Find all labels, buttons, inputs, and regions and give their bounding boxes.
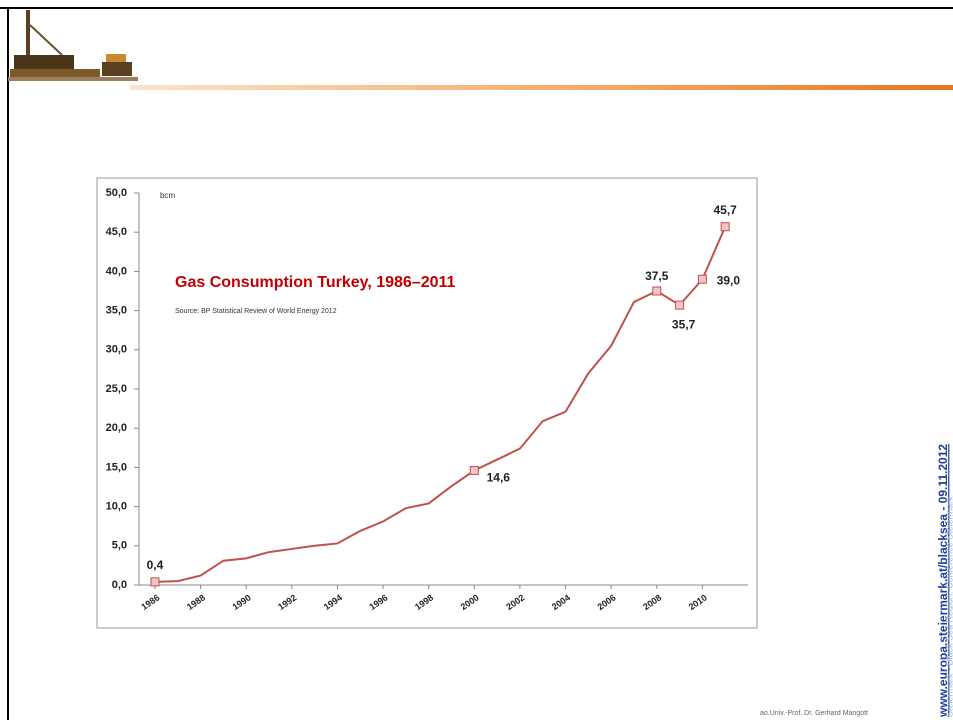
y-tick-label: 10,0 [106, 501, 127, 513]
header-bar [130, 85, 953, 90]
side-link[interactable]: www.europa.steiermark.at/blacksea - 09.1… [936, 444, 950, 718]
y-tick-label: 40,0 [106, 265, 127, 277]
y-tick-label: 35,0 [106, 305, 127, 317]
y-tick-label: 0,0 [112, 579, 127, 591]
data-label: 45,7 [714, 203, 738, 217]
y-tick-label: 20,0 [106, 422, 127, 434]
point-marker [652, 286, 662, 296]
chart-title: Gas Consumption Turkey, 1986–2011 [175, 274, 456, 291]
point-marker [469, 466, 479, 476]
chart-frame [96, 177, 758, 629]
data-label: 37,5 [645, 269, 669, 283]
data-label: 14,6 [487, 471, 511, 485]
y-tick-label: 5,0 [112, 540, 127, 552]
series-line [154, 226, 727, 583]
data-label: 0,4 [147, 558, 164, 572]
data-label: 35,7 [672, 317, 696, 331]
y-tick-label: 30,0 [106, 344, 127, 356]
y-tick-label: 25,0 [106, 383, 127, 395]
y-tick-label: 45,0 [106, 226, 127, 238]
point-marker [150, 577, 160, 587]
chart-subtitle: Source: BP Statistical Review of World E… [175, 308, 337, 315]
y-tick-label: 50,0 [106, 187, 127, 199]
unit-label: bcm [160, 191, 175, 200]
y-tick-label: 15,0 [106, 461, 127, 473]
point-marker [675, 300, 685, 310]
footer-author: ao.Univ.-Prof. Dr. Gerhard Mangott [760, 710, 868, 717]
side-conference: Steiermark - Black Sea Region: Conferenc… [944, 496, 953, 717]
point-marker [697, 274, 707, 284]
data-label: 39,0 [717, 273, 741, 287]
point-marker [720, 222, 730, 232]
logo [8, 10, 138, 81]
